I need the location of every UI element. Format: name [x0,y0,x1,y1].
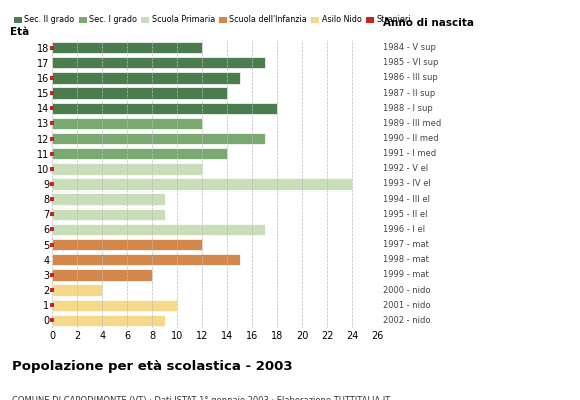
Bar [52,315,165,326]
Bar [52,148,227,159]
Bar [52,163,202,174]
Text: COMUNE DI CAPODIMONTE (VT) · Dati ISTAT 1° gennaio 2003 · Elaborazione TUTTITALI: COMUNE DI CAPODIMONTE (VT) · Dati ISTAT … [12,396,390,400]
Bar [52,224,264,235]
Bar [52,42,202,53]
Legend: Sec. II grado, Sec. I grado, Scuola Primaria, Scuola dell'Infanzia, Asilo Nido, : Sec. II grado, Sec. I grado, Scuola Prim… [14,16,411,24]
Text: 2001 - nido: 2001 - nido [383,301,430,310]
Text: Anno di nascita: Anno di nascita [383,18,474,28]
Text: 1989 - III med: 1989 - III med [383,119,441,128]
Bar [52,284,102,296]
Bar [52,300,177,311]
Text: 2000 - nido: 2000 - nido [383,286,430,295]
Text: 1986 - III sup: 1986 - III sup [383,73,437,82]
Text: 1994 - III el: 1994 - III el [383,195,430,204]
Text: 2002 - nido: 2002 - nido [383,316,430,325]
Text: 1996 - I el: 1996 - I el [383,225,425,234]
Text: 1984 - V sup: 1984 - V sup [383,43,436,52]
Bar [52,102,277,114]
Bar [52,194,165,205]
Text: 1990 - II med: 1990 - II med [383,134,438,143]
Bar [52,239,202,250]
Bar [52,254,240,266]
Bar [52,72,240,84]
Text: 1991 - I med: 1991 - I med [383,149,436,158]
Bar [52,178,352,190]
Text: 1995 - II el: 1995 - II el [383,210,427,219]
Text: 1992 - V el: 1992 - V el [383,164,428,173]
Text: 1993 - IV el: 1993 - IV el [383,180,431,188]
Text: 1985 - VI sup: 1985 - VI sup [383,58,438,67]
Bar [52,269,152,281]
Bar [52,209,165,220]
Text: Età: Età [10,27,29,37]
Bar [52,57,264,68]
Text: 1988 - I sup: 1988 - I sup [383,104,433,113]
Text: 1997 - mat: 1997 - mat [383,240,429,249]
Text: 1987 - II sup: 1987 - II sup [383,88,435,98]
Bar [52,133,264,144]
Text: Popolazione per età scolastica - 2003: Popolazione per età scolastica - 2003 [12,360,292,373]
Text: 1998 - mat: 1998 - mat [383,255,429,264]
Bar [52,118,202,129]
Bar [52,87,227,99]
Text: 1999 - mat: 1999 - mat [383,270,429,280]
